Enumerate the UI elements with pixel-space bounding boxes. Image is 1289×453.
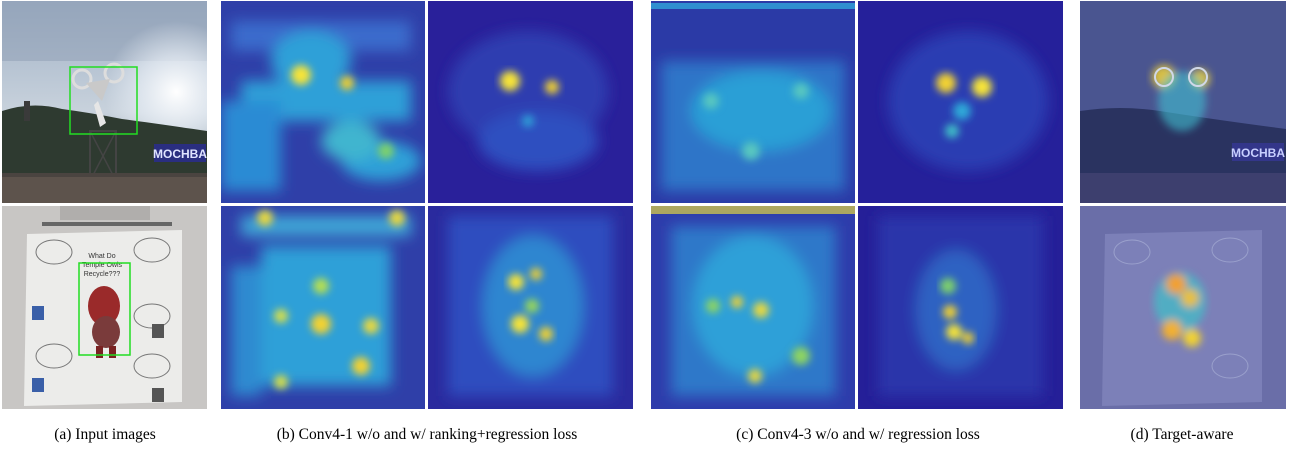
caption-conv4-3: (c) Conv4-3 w/o and w/ regression loss bbox=[736, 426, 980, 443]
heatmap-conv4-1-with-loss-poster bbox=[428, 206, 633, 409]
target-bounding-box bbox=[78, 262, 131, 356]
caption-input-images: (a) Input images bbox=[54, 426, 156, 443]
heatmap-conv4-3-without-loss-motocross bbox=[651, 1, 855, 203]
heatmap-conv4-1-without-loss-motocross bbox=[221, 1, 425, 203]
overlay-target-aware-motocross: MOCHBA bbox=[1080, 1, 1286, 203]
heatmap-conv4-3-without-loss-poster bbox=[651, 206, 855, 409]
divider-vertical bbox=[855, 1, 858, 409]
sign-text: MOCHBA bbox=[1231, 146, 1285, 160]
input-image-poster: What Do Temple Owls Recycle??? bbox=[2, 206, 207, 409]
heatmap-conv4-3-with-loss-motocross bbox=[858, 1, 1063, 203]
poster-title-line-1: What Do bbox=[88, 253, 115, 260]
overlay-target-aware-poster bbox=[1080, 206, 1286, 409]
input-image-motocross: MOCHBA bbox=[2, 1, 207, 203]
poster-title-line-2: Temple Owls bbox=[82, 262, 123, 269]
heatmap-conv4-1-with-loss-motocross bbox=[428, 1, 633, 203]
heatmap-conv4-1-without-loss-poster bbox=[221, 206, 425, 409]
caption-conv4-1: (b) Conv4-1 w/o and w/ ranking+regressio… bbox=[276, 426, 578, 443]
heatmap-conv4-3-with-loss-poster bbox=[858, 206, 1063, 409]
caption-target-aware: (d) Target-aware bbox=[1130, 426, 1234, 443]
divider-vertical bbox=[425, 1, 428, 409]
sign-text: MOCHBA bbox=[153, 147, 207, 161]
poster-title-line-3: Recycle??? bbox=[84, 271, 121, 278]
target-bounding-box bbox=[69, 66, 138, 135]
